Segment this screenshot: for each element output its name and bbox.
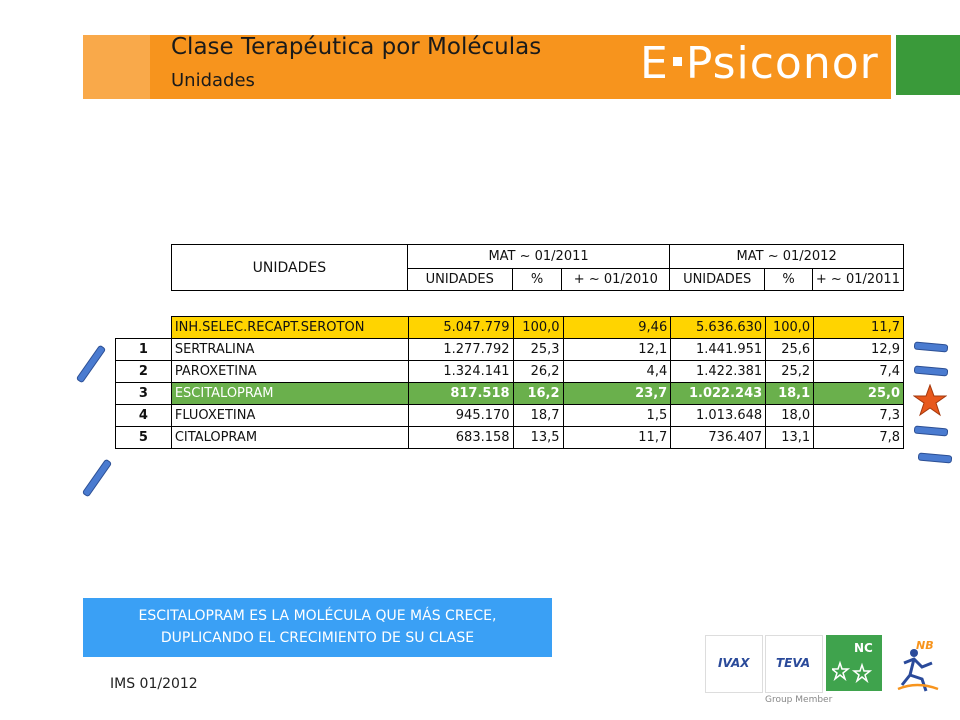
col-pct-2012: % — [764, 267, 813, 291]
star-icon — [913, 384, 947, 417]
total-g1: 9,46 — [562, 316, 672, 339]
row-rank: 1 — [115, 338, 172, 361]
row-p2: 18,1 — [765, 382, 815, 405]
row-name: CITALOPRAM — [170, 426, 409, 449]
row-g2: 7,4 — [813, 360, 904, 383]
ivax-logo: IVAX — [705, 635, 763, 693]
header-bar — [83, 35, 891, 99]
header-table: UNIDADES MAT ~ 01/2011 MAT ~ 01/2012 UNI… — [171, 244, 905, 291]
row-rank: 5 — [115, 426, 172, 449]
nc-logo: NC — [826, 635, 882, 691]
header-stripe — [83, 35, 150, 99]
row-name: ESCITALOPRAM — [170, 382, 409, 405]
callout-line-1: ESCITALOPRAM ES LA MOLÉCULA QUE MÁS CREC… — [138, 608, 497, 624]
row-u1: 1.324.141 — [407, 360, 514, 383]
total-row: INH.SELEC.RECAPT.SEROTON 5.047.779 100,0… — [115, 316, 904, 339]
row-u1: 817.518 — [407, 382, 514, 405]
table-row: 5 CITALOPRAM 683.158 13,5 11,7 736.407 1… — [115, 426, 904, 449]
table-row: 4 FLUOXETINA 945.170 18,7 1,5 1.013.648 … — [115, 404, 904, 427]
table-row: 1 SERTRALINA 1.277.792 25,3 12,1 1.441.9… — [115, 338, 904, 361]
nb-logo-text: NB — [916, 639, 934, 652]
total-p1: 100,0 — [512, 316, 564, 339]
nb-logo: NB — [897, 639, 939, 692]
col-growth-2010: + ~ 01/2010 — [561, 267, 671, 291]
row-rank: 3 — [115, 382, 172, 405]
up-arrow-icon — [81, 458, 113, 498]
col-unidades-2011: UNIDADES — [406, 267, 513, 291]
period-2011-header: MAT ~ 01/2011 — [406, 244, 671, 269]
row-u2: 1.022.243 — [670, 382, 767, 405]
table-row-highlight: 3 ESCITALOPRAM 817.518 16,2 23,7 1.022.2… — [115, 382, 904, 405]
row-u1: 945.170 — [407, 404, 514, 427]
row-g2: 7,3 — [813, 404, 904, 427]
row-p2: 18,0 — [765, 404, 815, 427]
total-g2: 11,7 — [813, 316, 904, 339]
page-title: Clase Terapéutica por Moléculas — [171, 34, 542, 60]
col-unidades-2012: UNIDADES — [669, 267, 766, 291]
row-g2: 25,0 — [813, 382, 904, 405]
epsiconor-logo: E Psiconor — [640, 38, 879, 89]
row-rank: 4 — [115, 404, 172, 427]
page-subtitle: Unidades — [171, 70, 255, 91]
row-name: PAROXETINA — [170, 360, 409, 383]
period-2012-header: MAT ~ 01/2012 — [669, 244, 904, 269]
row-name: FLUOXETINA — [170, 404, 409, 427]
green-accent-box — [896, 35, 960, 95]
row-rank: 2 — [115, 360, 172, 383]
row-p2: 25,2 — [765, 360, 815, 383]
row-p1: 13,5 — [512, 426, 564, 449]
row-g2: 7,8 — [813, 426, 904, 449]
row-u2: 1.422.381 — [670, 360, 767, 383]
left-arrow-icon — [913, 425, 949, 437]
row-u2: 736.407 — [670, 426, 767, 449]
row-p1: 26,2 — [512, 360, 564, 383]
total-u2: 5.636.630 — [670, 316, 767, 339]
left-arrow-icon — [917, 452, 953, 464]
row-p1: 18,7 — [512, 404, 564, 427]
row-g1: 4,4 — [562, 360, 672, 383]
units-header: UNIDADES — [171, 244, 408, 291]
row-p1: 25,3 — [512, 338, 564, 361]
left-arrow-icon — [913, 365, 949, 377]
source-note: IMS 01/2012 — [110, 676, 198, 692]
row-g2: 12,9 — [813, 338, 904, 361]
callout-line-2: DUPLICANDO EL CRECIMIENTO DE SU CLASE — [160, 630, 475, 646]
row-u2: 1.441.951 — [670, 338, 767, 361]
row-g1: 12,1 — [562, 338, 672, 361]
group-member-label: Group Member — [765, 695, 833, 705]
row-g1: 1,5 — [562, 404, 672, 427]
teva-logo: TEVA — [765, 635, 823, 693]
data-table: INH.SELEC.RECAPT.SEROTON 5.047.779 100,0… — [115, 316, 904, 449]
row-g1: 23,7 — [562, 382, 672, 405]
table-row: 2 PAROXETINA 1.324.141 26,2 4,4 1.422.38… — [115, 360, 904, 383]
total-p2: 100,0 — [765, 316, 815, 339]
total-u1: 5.047.779 — [407, 316, 514, 339]
up-arrow-icon — [75, 344, 107, 384]
row-name: SERTRALINA — [170, 338, 409, 361]
row-u1: 683.158 — [407, 426, 514, 449]
left-arrow-icon — [913, 341, 949, 353]
col-growth-2011: + ~ 01/2011 — [811, 267, 905, 291]
row-g1: 11,7 — [562, 426, 672, 449]
stars-icon — [832, 660, 873, 684]
row-p2: 25,6 — [765, 338, 815, 361]
total-name: INH.SELEC.RECAPT.SEROTON — [170, 316, 409, 339]
row-p1: 16,2 — [512, 382, 564, 405]
row-p2: 13,1 — [765, 426, 815, 449]
callout-box: ESCITALOPRAM ES LA MOLÉCULA QUE MÁS CREC… — [83, 598, 552, 657]
col-pct-2011: % — [511, 267, 563, 291]
row-u2: 1.013.648 — [670, 404, 767, 427]
row-u1: 1.277.792 — [407, 338, 514, 361]
